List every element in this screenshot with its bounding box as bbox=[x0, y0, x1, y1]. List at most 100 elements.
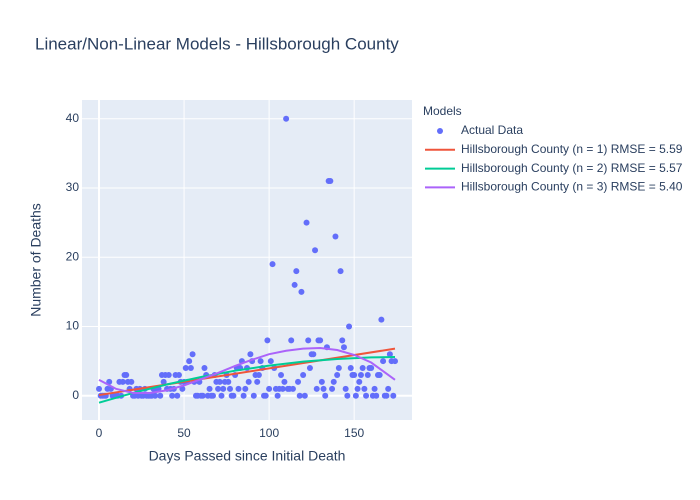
data-point bbox=[225, 378, 232, 385]
data-point bbox=[278, 371, 285, 378]
legend-symbol bbox=[437, 128, 443, 134]
data-point bbox=[380, 358, 387, 365]
data-point bbox=[300, 371, 307, 378]
data-point bbox=[332, 233, 339, 240]
data-point bbox=[364, 371, 371, 378]
x-tick-label: 0 bbox=[96, 426, 103, 440]
data-point bbox=[351, 371, 358, 378]
data-point bbox=[235, 385, 242, 392]
y-tick-label: 10 bbox=[66, 319, 80, 333]
data-point bbox=[262, 392, 269, 399]
x-axis-label: Days Passed since Initial Death bbox=[149, 448, 346, 464]
data-point bbox=[240, 392, 247, 399]
data-point bbox=[391, 358, 398, 365]
data-point bbox=[179, 385, 186, 392]
data-point bbox=[371, 385, 378, 392]
data-point bbox=[250, 392, 257, 399]
data-point bbox=[329, 385, 336, 392]
data-point bbox=[303, 219, 310, 226]
data-point bbox=[157, 392, 164, 399]
data-point bbox=[189, 351, 196, 358]
data-point bbox=[165, 371, 172, 378]
x-tick-label: 100 bbox=[259, 426, 279, 440]
data-point bbox=[283, 115, 290, 122]
data-point bbox=[344, 392, 351, 399]
data-point bbox=[242, 385, 249, 392]
data-point bbox=[390, 392, 397, 399]
data-point bbox=[226, 385, 233, 392]
data-point bbox=[318, 378, 325, 385]
data-point bbox=[123, 371, 130, 378]
data-point bbox=[373, 392, 380, 399]
data-point bbox=[201, 365, 208, 372]
data-point bbox=[342, 385, 349, 392]
data-point bbox=[296, 392, 303, 399]
data-point bbox=[254, 378, 261, 385]
data-point bbox=[247, 351, 254, 358]
y-tick-label: 30 bbox=[66, 180, 80, 194]
data-point bbox=[335, 365, 342, 372]
data-point bbox=[281, 378, 288, 385]
data-point bbox=[383, 392, 390, 399]
data-point bbox=[288, 337, 295, 344]
data-point bbox=[322, 392, 329, 399]
data-point bbox=[327, 178, 334, 185]
data-point bbox=[334, 371, 341, 378]
data-point bbox=[230, 392, 237, 399]
data-point bbox=[293, 268, 300, 275]
model-line bbox=[98, 347, 396, 397]
data-point bbox=[361, 385, 368, 392]
data-point bbox=[347, 365, 354, 372]
data-point bbox=[119, 378, 126, 385]
data-point bbox=[386, 351, 393, 358]
model-line bbox=[98, 346, 396, 394]
data-point bbox=[182, 365, 189, 372]
data-point bbox=[385, 385, 392, 392]
data-point bbox=[266, 385, 273, 392]
data-point bbox=[96, 385, 103, 392]
y-tick-label: 0 bbox=[72, 388, 79, 402]
legend-label: Hillsborough County (n = 3) RMSE = 5.40 bbox=[461, 180, 683, 194]
y-tick-label: 40 bbox=[66, 111, 80, 125]
data-point bbox=[339, 337, 346, 344]
data-point bbox=[356, 378, 363, 385]
data-point bbox=[359, 365, 366, 372]
data-point bbox=[264, 337, 271, 344]
data-point bbox=[274, 392, 281, 399]
data-point bbox=[206, 385, 213, 392]
legend-label: Hillsborough County (n = 2) RMSE = 5.57 bbox=[461, 161, 683, 175]
data-point bbox=[330, 378, 337, 385]
data-point bbox=[175, 371, 182, 378]
data-point bbox=[354, 385, 361, 392]
data-point bbox=[295, 378, 302, 385]
data-point bbox=[346, 323, 353, 330]
x-tick-label: 50 bbox=[177, 426, 191, 440]
data-point bbox=[128, 378, 135, 385]
data-point bbox=[199, 392, 206, 399]
marks bbox=[96, 115, 398, 404]
legend-label: Hillsborough County (n = 1) RMSE = 5.59 bbox=[461, 142, 683, 156]
x-tick-label: 150 bbox=[344, 426, 364, 440]
y-tick-label: 20 bbox=[66, 249, 80, 263]
data-point bbox=[312, 247, 319, 254]
data-point bbox=[209, 392, 216, 399]
data-point bbox=[352, 392, 359, 399]
data-point bbox=[220, 385, 227, 392]
data-point bbox=[216, 378, 223, 385]
data-point bbox=[306, 365, 313, 372]
data-point bbox=[279, 385, 286, 392]
data-point bbox=[160, 378, 167, 385]
data-point bbox=[363, 392, 370, 399]
data-point bbox=[186, 358, 193, 365]
data-point bbox=[310, 351, 317, 358]
data-point bbox=[152, 392, 159, 399]
data-point bbox=[267, 358, 274, 365]
data-point bbox=[368, 365, 375, 372]
data-point bbox=[255, 371, 262, 378]
legend-label: Actual Data bbox=[461, 123, 523, 137]
data-point bbox=[317, 337, 324, 344]
y-axis-label: Number of Deaths bbox=[28, 203, 44, 317]
data-point bbox=[215, 385, 222, 392]
data-point bbox=[174, 392, 181, 399]
